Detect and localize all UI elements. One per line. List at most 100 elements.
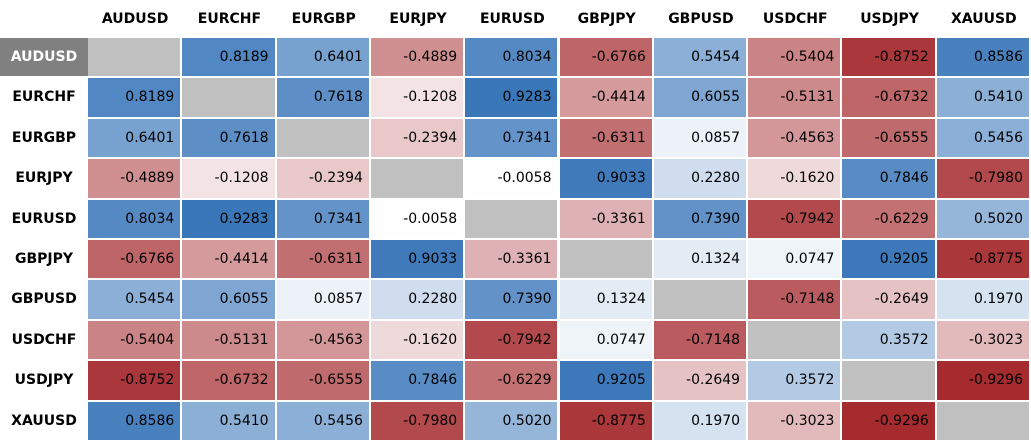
cell-audusd-eurusd: 0.8034 — [465, 38, 560, 79]
cell-usdjpy-audusd: -0.8752 — [88, 361, 183, 402]
cell-xauusd-eurgbp: 0.5456 — [276, 401, 371, 442]
cell-eurjpy-eurjpy — [370, 159, 466, 200]
column-header-eurusd: EURUSD — [479, 11, 545, 27]
cell-usdchf-eurgbp: -0.4563 — [276, 320, 371, 362]
cell-eurchf-xauusd: 0.5410 — [936, 78, 1031, 119]
cell-gbpusd-eurjpy: 0.2280 — [370, 280, 466, 321]
column-header-gbpusd: GBPUSD — [668, 11, 734, 27]
cell-gbpusd-audusd: 0.5454 — [88, 280, 183, 321]
cell-eurusd-eurchf: 0.9283 — [182, 199, 277, 240]
cell-usdjpy-eurchf: -0.6732 — [182, 361, 277, 402]
cell-eurgbp-eurusd: 0.7341 — [465, 118, 560, 160]
cell-eurgbp-eurgbp — [276, 118, 371, 160]
cell-audusd-eurjpy: -0.4889 — [370, 38, 466, 79]
column-header-xauusd: XAUUSD — [951, 11, 1017, 27]
cell-eurchf-usdjpy: -0.6732 — [842, 78, 937, 119]
cell-gbpusd-usdjpy: -0.2649 — [842, 280, 937, 321]
cell-gbpjpy-usdjpy: 0.9205 — [842, 240, 937, 281]
cell-eurjpy-eurgbp: -0.2394 — [276, 159, 371, 200]
cell-gbpjpy-gbpjpy — [559, 240, 654, 281]
cell-audusd-eurchf: 0.8189 — [182, 38, 277, 79]
cell-eurjpy-eurusd: -0.0058 — [465, 159, 560, 200]
cell-eurgbp-usdjpy: -0.6555 — [842, 118, 937, 160]
cell-usdchf-gbpusd: -0.7148 — [653, 320, 749, 362]
cell-audusd-gbpusd: 0.5454 — [653, 38, 749, 79]
cell-eurgbp-xauusd: 0.5456 — [936, 118, 1031, 160]
cell-xauusd-eurusd: 0.5020 — [465, 401, 560, 442]
cell-eurjpy-gbpjpy: 0.9033 — [559, 159, 654, 200]
cell-usdjpy-eurjpy: 0.7846 — [370, 361, 466, 402]
row-header-gbpjpy: GBPJPY — [0, 240, 88, 281]
row-header-audusd: AUDUSD — [0, 38, 88, 79]
cell-audusd-usdchf: -0.5404 — [748, 38, 843, 79]
cell-eurjpy-audusd: -0.4889 — [88, 159, 183, 200]
column-header-usdchf: USDCHF — [762, 11, 828, 27]
row-header-eurjpy: EURJPY — [0, 159, 88, 200]
column-header-usdjpy: USDJPY — [860, 11, 919, 27]
cell-eurjpy-usdjpy: 0.7846 — [842, 159, 937, 200]
cell-gbpusd-eurusd: 0.7390 — [465, 280, 560, 321]
cell-audusd-audusd — [88, 38, 183, 79]
cell-audusd-gbpjpy: -0.6766 — [559, 38, 654, 79]
column-header-eurgbp: EURGBP — [291, 11, 356, 27]
cell-eurgbp-gbpjpy: -0.6311 — [559, 118, 654, 160]
cell-xauusd-usdchf: -0.3023 — [748, 401, 843, 442]
cell-audusd-usdjpy: -0.8752 — [842, 38, 937, 79]
cell-gbpjpy-gbpusd: 0.1324 — [653, 240, 749, 281]
cell-eurchf-eurchf — [182, 78, 277, 119]
cell-usdjpy-eurgbp: -0.6555 — [276, 361, 371, 402]
cell-eurusd-eurusd — [465, 199, 560, 240]
cell-eurusd-eurjpy: -0.0058 — [370, 199, 466, 240]
cell-gbpjpy-xauusd: -0.8775 — [936, 240, 1031, 281]
cell-xauusd-xauusd — [936, 401, 1031, 442]
cell-usdjpy-gbpjpy: 0.9205 — [559, 361, 654, 402]
cell-gbpusd-eurchf: 0.6055 — [182, 280, 277, 321]
cell-eurusd-eurgbp: 0.7341 — [276, 199, 371, 240]
cell-usdjpy-usdjpy — [842, 361, 937, 402]
cell-gbpjpy-eurjpy: 0.9033 — [370, 240, 466, 281]
column-header-gbpjpy: GBPJPY — [577, 11, 636, 27]
cell-gbpusd-gbpusd — [653, 280, 749, 321]
cell-eurgbp-eurchf: 0.7618 — [182, 118, 277, 160]
row-header-usdjpy: USDJPY — [0, 361, 88, 402]
cell-eurusd-gbpjpy: -0.3361 — [559, 199, 654, 240]
cell-eurgbp-gbpusd: 0.0857 — [653, 118, 749, 160]
cell-eurchf-gbpjpy: -0.4414 — [559, 78, 654, 119]
cell-xauusd-audusd: 0.8586 — [88, 401, 183, 442]
cell-eurgbp-usdchf: -0.4563 — [748, 118, 843, 160]
cell-gbpjpy-usdchf: 0.0747 — [748, 240, 843, 281]
cell-eurusd-gbpusd: 0.7390 — [653, 199, 749, 240]
cell-eurjpy-eurchf: -0.1208 — [182, 159, 277, 200]
row-header-gbpusd: GBPUSD — [0, 280, 88, 321]
column-header-eurjpy: EURJPY — [389, 11, 447, 27]
cell-xauusd-eurjpy: -0.7980 — [370, 401, 466, 442]
row-header-usdchf: USDCHF — [0, 321, 88, 362]
cell-eurjpy-gbpusd: 0.2280 — [653, 159, 749, 200]
cell-audusd-xauusd: 0.8586 — [936, 38, 1031, 79]
cell-gbpjpy-eurusd: -0.3361 — [465, 240, 560, 281]
column-header-audusd: AUDUSD — [101, 11, 169, 27]
cell-usdchf-eurchf: -0.5131 — [182, 320, 277, 362]
cell-eurchf-usdchf: -0.5131 — [748, 78, 843, 119]
column-header-eurchf: EURCHF — [197, 11, 262, 27]
cell-eurusd-usdchf: -0.7942 — [748, 199, 843, 240]
cell-usdchf-usdjpy: 0.3572 — [842, 320, 937, 362]
cell-xauusd-eurchf: 0.5410 — [182, 401, 277, 442]
cell-eurjpy-usdchf: -0.1620 — [748, 159, 843, 200]
cell-gbpjpy-eurgbp: -0.6311 — [276, 240, 371, 281]
cell-usdjpy-eurusd: -0.6229 — [465, 361, 560, 402]
row-header-eurusd: EURUSD — [0, 200, 88, 240]
cell-eurusd-usdjpy: -0.6229 — [842, 199, 937, 240]
cell-gbpjpy-eurchf: -0.4414 — [182, 240, 277, 281]
cell-eurusd-xauusd: 0.5020 — [936, 199, 1031, 240]
cell-eurchf-audusd: 0.8189 — [88, 78, 183, 119]
cell-eurchf-eurjpy: -0.1208 — [370, 78, 466, 119]
row-header-eurchf: EURCHF — [0, 78, 88, 119]
cell-usdchf-gbpjpy: 0.0747 — [559, 320, 654, 362]
cell-usdchf-usdchf — [748, 320, 843, 362]
cell-audusd-eurgbp: 0.6401 — [276, 38, 371, 79]
cell-usdjpy-xauusd: -0.9296 — [936, 361, 1031, 402]
row-header-eurgbp: EURGBP — [0, 119, 88, 160]
cell-eurgbp-eurjpy: -0.2394 — [370, 118, 466, 160]
